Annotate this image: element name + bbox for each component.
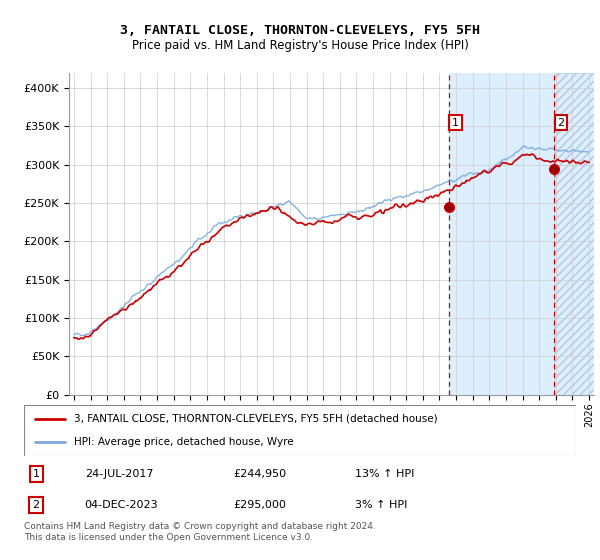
Text: 13% ↑ HPI: 13% ↑ HPI bbox=[355, 469, 415, 479]
Text: 3, FANTAIL CLOSE, THORNTON-CLEVELEYS, FY5 5FH: 3, FANTAIL CLOSE, THORNTON-CLEVELEYS, FY… bbox=[120, 24, 480, 37]
Text: 1: 1 bbox=[452, 118, 459, 128]
Text: Price paid vs. HM Land Registry's House Price Index (HPI): Price paid vs. HM Land Registry's House … bbox=[131, 39, 469, 53]
Text: 24-JUL-2017: 24-JUL-2017 bbox=[85, 469, 153, 479]
Text: Contains HM Land Registry data © Crown copyright and database right 2024.
This d: Contains HM Land Registry data © Crown c… bbox=[24, 522, 376, 542]
Text: £295,000: £295,000 bbox=[234, 500, 287, 510]
Text: 2: 2 bbox=[32, 500, 40, 510]
Text: £244,950: £244,950 bbox=[234, 469, 287, 479]
FancyBboxPatch shape bbox=[24, 405, 576, 456]
Text: 3, FANTAIL CLOSE, THORNTON-CLEVELEYS, FY5 5FH (detached house): 3, FANTAIL CLOSE, THORNTON-CLEVELEYS, FY… bbox=[74, 414, 437, 424]
Bar bbox=[449, 73, 554, 395]
Text: HPI: Average price, detached house, Wyre: HPI: Average price, detached house, Wyre bbox=[74, 437, 293, 447]
Text: 04-DEC-2023: 04-DEC-2023 bbox=[85, 500, 158, 510]
Text: 1: 1 bbox=[32, 469, 40, 479]
Bar bbox=[554, 73, 594, 395]
Bar bbox=[554, 73, 594, 395]
Text: 2: 2 bbox=[557, 118, 565, 128]
Text: 3% ↑ HPI: 3% ↑ HPI bbox=[355, 500, 407, 510]
